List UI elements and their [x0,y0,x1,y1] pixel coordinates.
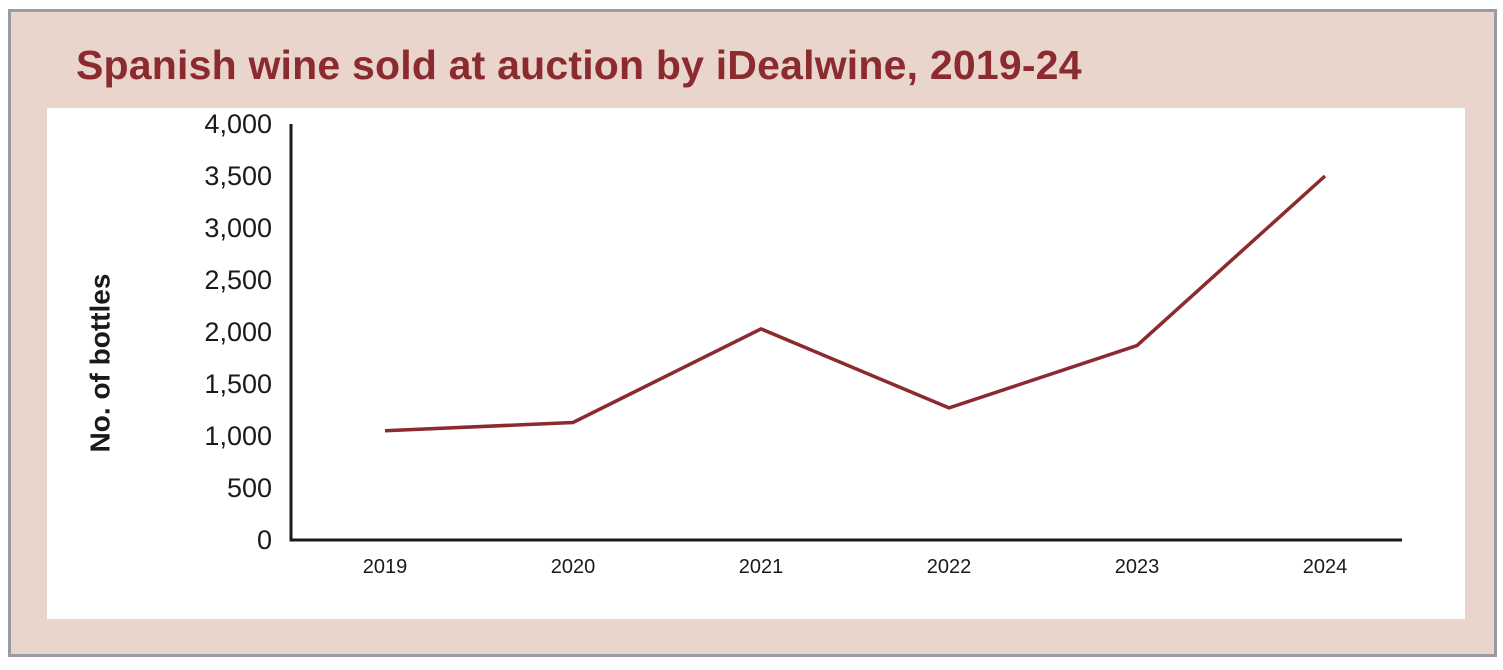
x-tick-label: 2023 [1115,556,1160,578]
chart-title: Spanish wine sold at auction by iDealwin… [76,42,1082,88]
y-axis-label: No. of bottles [84,274,115,453]
x-tick-label: 2022 [927,556,972,578]
x-tick-label: 2020 [551,556,596,578]
x-tick-label: 2021 [739,556,784,578]
x-tick-label: 2019 [363,556,408,578]
chart-frame: Spanish wine sold at auction by iDealwin… [8,9,1497,657]
series-group [384,174,1327,433]
y-tick-label: 2,500 [204,265,272,295]
y-tick-label: 1,000 [204,421,272,451]
y-tick-label: 3,000 [204,213,272,243]
plot-panel [47,108,1465,619]
series-line [384,174,1327,433]
y-tick-label: 2,000 [204,317,272,347]
x-tick-label: 2024 [1303,556,1348,578]
y-tick-label: 3,500 [204,161,272,191]
y-tick-label: 1,500 [204,369,272,399]
y-tick-label: 0 [257,525,272,555]
y-tick-label: 500 [227,473,272,503]
x-tick-labels: 2019 2020 2021 2022 2023 2024 [363,556,1348,578]
axes [289,124,1402,542]
y-tick-label: 4,000 [204,109,272,139]
y-tick-labels: 0 500 1,000 1,500 2,000 2,500 3,000 3,500 4,000 [204,109,272,555]
